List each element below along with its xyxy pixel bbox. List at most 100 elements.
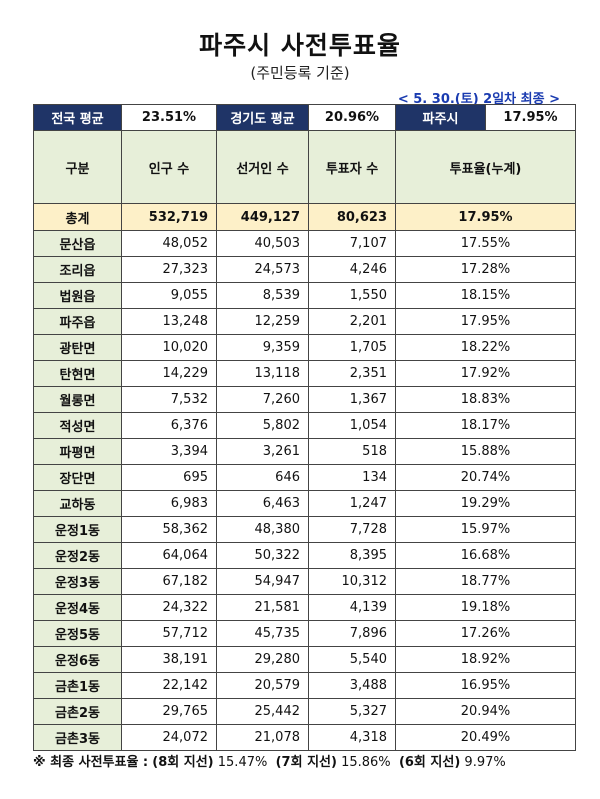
- population-cell: 24,322: [121, 594, 217, 621]
- population-cell: 3,394: [121, 438, 217, 465]
- table-row: 운정3동 67,182 54,947 10,312 18.77%: [33, 568, 576, 595]
- voters-cell: 4,318: [308, 724, 396, 751]
- total-population: 532,719: [121, 203, 217, 231]
- footnote-value-7th: 15.86%: [341, 755, 391, 770]
- rate-cell: 18.22%: [395, 334, 576, 361]
- electors-cell: 48,380: [216, 516, 309, 543]
- rate-cell: 19.18%: [395, 594, 576, 621]
- table-row: 운정4동 24,322 21,581 4,139 19.18%: [33, 594, 576, 621]
- district-name: 법원읍: [33, 282, 122, 309]
- voters-cell: 2,201: [308, 308, 396, 335]
- footnote-value-6th: 9.97%: [464, 755, 506, 770]
- total-electors: 449,127: [216, 203, 309, 231]
- header-category: 구분: [33, 130, 122, 204]
- electors-cell: 5,802: [216, 412, 309, 439]
- page-subtitle: (주민등록 기준): [250, 64, 350, 82]
- table-row: 금촌2동 29,765 25,442 5,327 20.94%: [33, 698, 576, 725]
- voters-cell: 1,247: [308, 490, 396, 517]
- table-row: 운정2동 64,064 50,322 8,395 16.68%: [33, 542, 576, 569]
- rate-cell: 18.15%: [395, 282, 576, 309]
- district-name: 광탄면: [33, 334, 122, 361]
- footnote-prefix: ※ 최종 사전투표율 :: [33, 755, 149, 770]
- table-row: 금촌3동 24,072 21,078 4,318 20.49%: [33, 724, 576, 751]
- table-row: 운정1동 58,362 48,380 7,728 15.97%: [33, 516, 576, 543]
- voters-cell: 134: [308, 464, 396, 491]
- gyeonggi-average-label: 경기도 평균: [216, 104, 309, 131]
- table-row: 파주읍 13,248 12,259 2,201 17.95%: [33, 308, 576, 335]
- total-name: 총계: [33, 203, 122, 231]
- rate-cell: 18.17%: [395, 412, 576, 439]
- electors-cell: 24,573: [216, 256, 309, 283]
- district-name: 운정6동: [33, 646, 122, 673]
- footnote: ※ 최종 사전투표율 : (8회 지선) 15.47% (7회 지선) 15.8…: [33, 751, 506, 770]
- electors-cell: 25,442: [216, 698, 309, 725]
- voters-cell: 2,351: [308, 360, 396, 387]
- electors-cell: 21,078: [216, 724, 309, 751]
- header-voters: 투표자 수: [308, 130, 396, 204]
- population-cell: 24,072: [121, 724, 217, 751]
- gyeonggi-average-value: 20.96%: [308, 104, 396, 131]
- table-row: 적성면 6,376 5,802 1,054 18.17%: [33, 412, 576, 439]
- population-cell: 64,064: [121, 542, 217, 569]
- district-name: 탄현면: [33, 360, 122, 387]
- voters-cell: 10,312: [308, 568, 396, 595]
- table-row: 교하동 6,983 6,463 1,247 19.29%: [33, 490, 576, 517]
- voters-cell: 7,107: [308, 230, 396, 257]
- table-row: 문산읍 48,052 40,503 7,107 17.55%: [33, 230, 576, 257]
- column-header-row: 구분 인구 수 선거인 수 투표자 수 투표율(누계): [33, 130, 576, 204]
- table-row: 법원읍 9,055 8,539 1,550 18.15%: [33, 282, 576, 309]
- district-name: 운정1동: [33, 516, 122, 543]
- rate-cell: 16.95%: [395, 672, 576, 699]
- footnote-label-7th: (7회 지선): [275, 755, 337, 770]
- table-row: 광탄면 10,020 9,359 1,705 18.22%: [33, 334, 576, 361]
- district-name: 적성면: [33, 412, 122, 439]
- rate-cell: 17.28%: [395, 256, 576, 283]
- voters-cell: 1,550: [308, 282, 396, 309]
- rate-cell: 17.95%: [395, 308, 576, 335]
- voters-cell: 4,246: [308, 256, 396, 283]
- voters-cell: 1,705: [308, 334, 396, 361]
- summary-row: 전국 평균 23.51% 경기도 평균 20.96% 파주시 17.95%: [33, 104, 576, 131]
- population-cell: 9,055: [121, 282, 217, 309]
- rate-cell: 20.94%: [395, 698, 576, 725]
- population-cell: 6,983: [121, 490, 217, 517]
- voters-cell: 8,395: [308, 542, 396, 569]
- voters-cell: 7,728: [308, 516, 396, 543]
- electors-cell: 3,261: [216, 438, 309, 465]
- population-cell: 6,376: [121, 412, 217, 439]
- table-row: 탄현면 14,229 13,118 2,351 17.92%: [33, 360, 576, 387]
- electors-cell: 45,735: [216, 620, 309, 647]
- voters-cell: 518: [308, 438, 396, 465]
- table-row: 조리읍 27,323 24,573 4,246 17.28%: [33, 256, 576, 283]
- electors-cell: 40,503: [216, 230, 309, 257]
- electors-cell: 7,260: [216, 386, 309, 413]
- rate-cell: 15.97%: [395, 516, 576, 543]
- total-row: 총계 532,719 449,127 80,623 17.95%: [33, 203, 576, 231]
- electors-cell: 646: [216, 464, 309, 491]
- header-population: 인구 수: [121, 130, 217, 204]
- rate-cell: 17.55%: [395, 230, 576, 257]
- paju-value: 17.95%: [485, 104, 576, 131]
- district-name: 운정5동: [33, 620, 122, 647]
- voters-cell: 5,327: [308, 698, 396, 725]
- table-row: 파평면 3,394 3,261 518 15.88%: [33, 438, 576, 465]
- electors-cell: 12,259: [216, 308, 309, 335]
- rate-cell: 19.29%: [395, 490, 576, 517]
- rate-cell: 17.26%: [395, 620, 576, 647]
- electors-cell: 9,359: [216, 334, 309, 361]
- district-name: 문산읍: [33, 230, 122, 257]
- footnote-value-8th: 15.47%: [217, 755, 268, 770]
- population-cell: 10,020: [121, 334, 217, 361]
- population-cell: 7,532: [121, 386, 217, 413]
- district-name: 금촌1동: [33, 672, 122, 699]
- voters-cell: 5,540: [308, 646, 396, 673]
- table-row: 월롱면 7,532 7,260 1,367 18.83%: [33, 386, 576, 413]
- rate-cell: 17.92%: [395, 360, 576, 387]
- population-cell: 58,362: [121, 516, 217, 543]
- rate-cell: 20.74%: [395, 464, 576, 491]
- district-name: 조리읍: [33, 256, 122, 283]
- table-row: 운정6동 38,191 29,280 5,540 18.92%: [33, 646, 576, 673]
- district-name: 금촌3동: [33, 724, 122, 751]
- rate-cell: 18.83%: [395, 386, 576, 413]
- district-name: 금촌2동: [33, 698, 122, 725]
